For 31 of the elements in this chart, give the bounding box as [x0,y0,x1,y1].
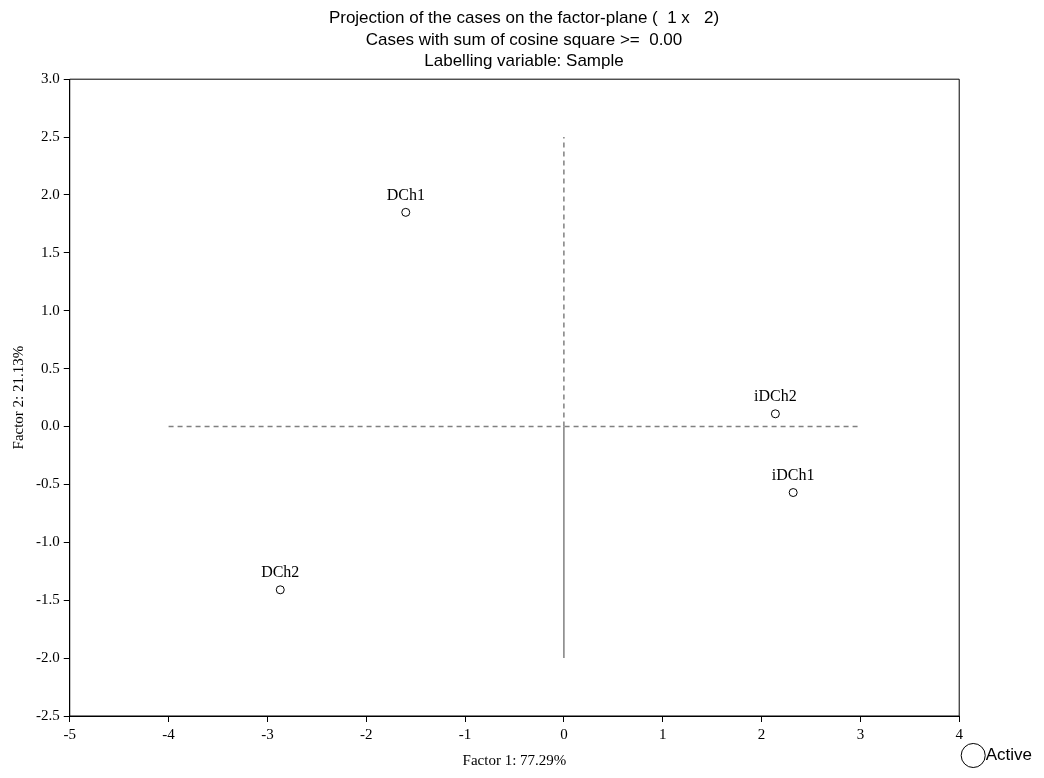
x-tick-label: -3 [261,725,274,742]
y-tick-label: 1.5 [41,243,60,260]
x-tick-label: 4 [955,725,964,742]
y-tick-label: 2.5 [41,128,60,145]
y-tick-label: -2.0 [36,649,60,666]
x-tick-label: -4 [162,725,176,742]
x-tick-label: 0 [560,725,568,742]
legend-label: Active [985,745,1032,765]
annotation: iDCh1 [771,465,815,483]
x-axis-title: Factor 1: 77.29% [462,751,567,768]
x-tick-label: 3 [856,725,865,742]
y-tick-label: -2.5 [36,706,60,723]
annotation: DCh1 [386,185,425,203]
y-tick-label: 1.0 [41,301,60,318]
annotation: iDCh2 [754,387,797,405]
x-tick-label: -5 [63,725,76,742]
y-axis-title: Factor 2: 21.13% [9,345,26,450]
x-tick-label: -2 [359,725,373,742]
chart-subtitle: Cases with sum of cosine square >= 0.00 Labelling variable: Sample [365,30,683,70]
y-tick-label: 2.0 [41,185,60,202]
y-tick-label: -1.5 [36,591,60,608]
y-tick-label: 3.0 [41,70,60,87]
annotation: DCh2 [261,563,300,580]
y-tick-label: 0.5 [41,359,60,376]
chart-title: Projection of the cases on the factor-plane ( 1 x 2) [328,7,720,27]
x-tick-label: 1 [658,725,667,742]
x-tick-label: 2 [757,725,766,742]
y-tick-label: -1.0 [36,533,60,550]
y-tick-label: 0.0 [41,417,60,434]
x-tick-label: -1 [458,725,472,742]
y-tick-label: -0.5 [36,475,60,492]
